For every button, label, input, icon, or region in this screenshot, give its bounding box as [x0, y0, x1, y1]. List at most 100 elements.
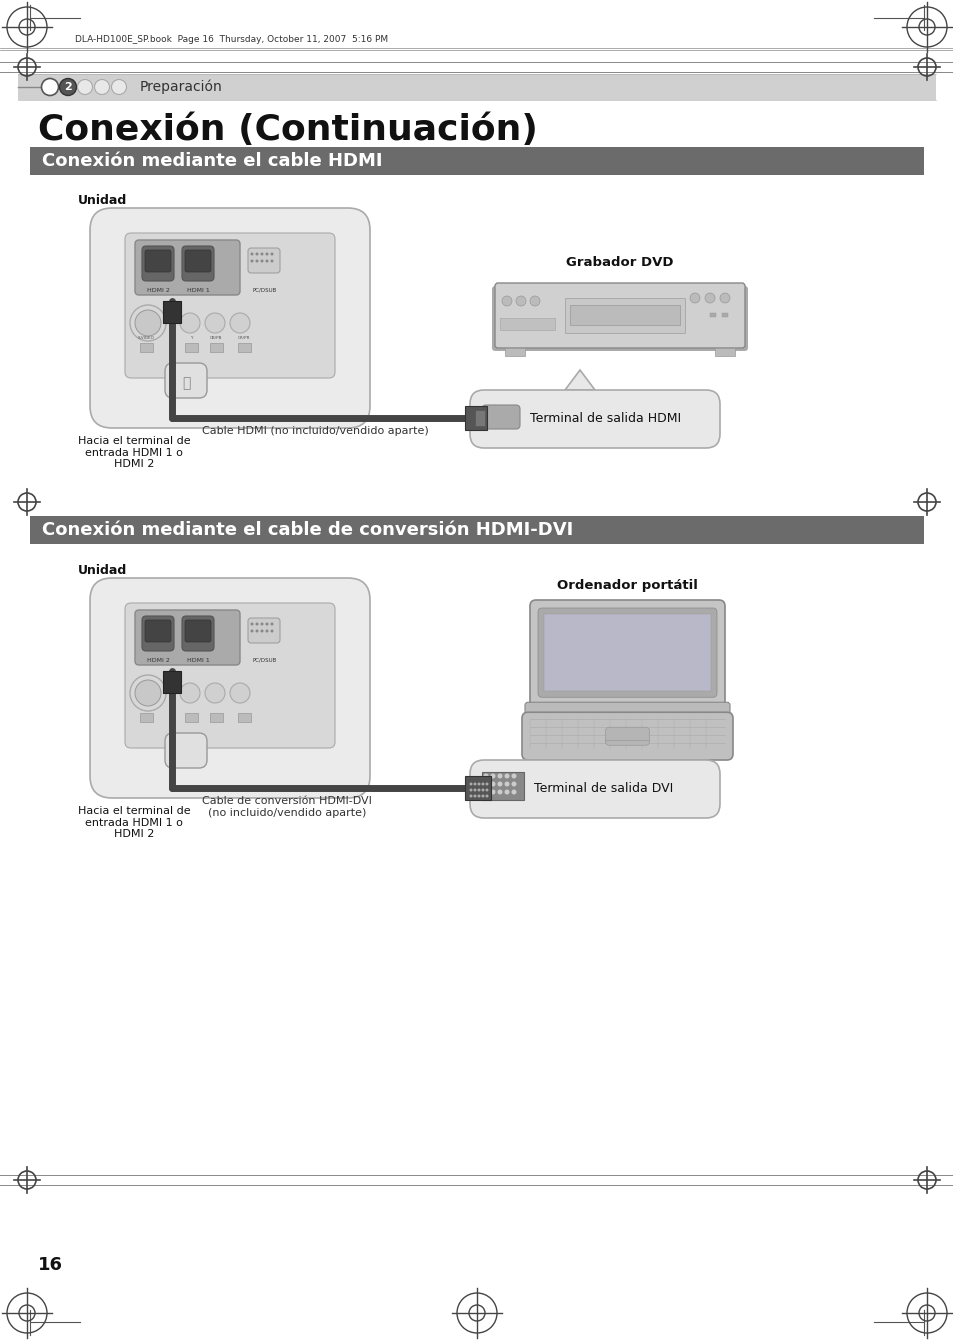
- Bar: [721, 314, 727, 318]
- Circle shape: [180, 314, 200, 334]
- Text: HDMI 1: HDMI 1: [187, 658, 209, 662]
- Bar: [504, 348, 524, 356]
- Bar: [163, 302, 181, 323]
- Text: DLA-HD100E_SP.book  Page 16  Thursday, October 11, 2007  5:16 PM: DLA-HD100E_SP.book Page 16 Thursday, Oct…: [75, 35, 388, 44]
- Circle shape: [490, 789, 495, 795]
- Polygon shape: [564, 370, 595, 390]
- FancyBboxPatch shape: [182, 247, 213, 281]
- Circle shape: [135, 310, 161, 336]
- Circle shape: [255, 260, 258, 263]
- Circle shape: [205, 314, 225, 334]
- FancyBboxPatch shape: [135, 240, 240, 295]
- Circle shape: [265, 252, 268, 256]
- Circle shape: [260, 623, 263, 626]
- Circle shape: [473, 795, 476, 797]
- Circle shape: [477, 795, 480, 797]
- Bar: [140, 343, 152, 352]
- Text: Conexión (Continuación): Conexión (Continuación): [38, 113, 537, 147]
- FancyBboxPatch shape: [492, 285, 747, 351]
- Circle shape: [265, 260, 268, 263]
- Text: Hacia el terminal de
entrada HDMI 1 o
HDMI 2: Hacia el terminal de entrada HDMI 1 o HD…: [78, 805, 191, 839]
- Bar: [481, 772, 523, 800]
- FancyBboxPatch shape: [530, 600, 724, 708]
- Text: Preparación: Preparación: [140, 80, 222, 94]
- Circle shape: [205, 683, 225, 704]
- Circle shape: [251, 252, 253, 256]
- Circle shape: [485, 783, 488, 785]
- Circle shape: [473, 788, 476, 792]
- Circle shape: [251, 630, 253, 632]
- Bar: [30, 147, 923, 176]
- Text: PC/DSUB: PC/DSUB: [253, 288, 276, 292]
- Circle shape: [260, 630, 263, 632]
- FancyBboxPatch shape: [135, 610, 240, 665]
- Circle shape: [477, 788, 480, 792]
- Polygon shape: [569, 742, 599, 760]
- Bar: [140, 713, 152, 722]
- FancyBboxPatch shape: [248, 248, 280, 273]
- FancyBboxPatch shape: [495, 283, 744, 348]
- Text: Cable de conversión HDMI-DVI
(no incluido/vendido aparte): Cable de conversión HDMI-DVI (no incluid…: [202, 796, 372, 817]
- Circle shape: [265, 630, 268, 632]
- FancyBboxPatch shape: [605, 728, 649, 745]
- Text: Conexión mediante el cable HDMI: Conexión mediante el cable HDMI: [42, 151, 382, 170]
- Circle shape: [271, 623, 274, 626]
- Circle shape: [481, 783, 484, 785]
- FancyBboxPatch shape: [142, 247, 173, 281]
- Bar: [499, 318, 555, 330]
- Circle shape: [255, 630, 258, 632]
- Text: Unidad: Unidad: [78, 193, 127, 206]
- Circle shape: [516, 296, 525, 306]
- Circle shape: [511, 789, 516, 795]
- Text: Conexión mediante el cable de conversión HDMI-DVI: Conexión mediante el cable de conversión…: [42, 521, 573, 539]
- FancyBboxPatch shape: [182, 616, 213, 651]
- Text: Unidad: Unidad: [78, 564, 127, 576]
- Circle shape: [511, 773, 516, 779]
- Circle shape: [483, 789, 488, 795]
- Text: HDMI 1: HDMI 1: [187, 288, 209, 292]
- Circle shape: [485, 795, 488, 797]
- Text: 2: 2: [64, 82, 71, 92]
- Text: Terminal de salida HDMI: Terminal de salida HDMI: [530, 413, 680, 426]
- Circle shape: [469, 783, 472, 785]
- Circle shape: [130, 306, 166, 340]
- Circle shape: [271, 260, 274, 263]
- FancyBboxPatch shape: [521, 713, 732, 760]
- Circle shape: [530, 296, 539, 306]
- Circle shape: [485, 788, 488, 792]
- FancyBboxPatch shape: [524, 702, 729, 714]
- Circle shape: [230, 683, 250, 704]
- Text: Y: Y: [190, 336, 193, 340]
- Circle shape: [481, 795, 484, 797]
- Text: HDMI 2: HDMI 2: [147, 288, 170, 292]
- FancyBboxPatch shape: [470, 390, 720, 448]
- Circle shape: [689, 293, 700, 303]
- Circle shape: [251, 260, 253, 263]
- Circle shape: [469, 795, 472, 797]
- Circle shape: [473, 783, 476, 785]
- Circle shape: [477, 783, 480, 785]
- Text: S-VIDEO: S-VIDEO: [137, 336, 154, 340]
- Circle shape: [483, 781, 488, 787]
- Circle shape: [501, 296, 512, 306]
- FancyBboxPatch shape: [481, 405, 519, 429]
- Text: 16: 16: [38, 1256, 63, 1274]
- Bar: [464, 406, 486, 430]
- FancyBboxPatch shape: [90, 578, 370, 799]
- Circle shape: [260, 260, 263, 263]
- Text: CR/PR: CR/PR: [237, 336, 250, 340]
- FancyBboxPatch shape: [165, 733, 207, 768]
- FancyBboxPatch shape: [248, 618, 280, 643]
- Ellipse shape: [112, 79, 127, 95]
- Bar: [163, 671, 181, 693]
- FancyBboxPatch shape: [185, 620, 211, 642]
- Bar: [475, 410, 484, 426]
- Circle shape: [511, 781, 516, 787]
- Text: HDMI 2: HDMI 2: [147, 658, 170, 662]
- Bar: [543, 614, 710, 691]
- Circle shape: [469, 788, 472, 792]
- Circle shape: [265, 623, 268, 626]
- Circle shape: [230, 314, 250, 334]
- Ellipse shape: [94, 79, 110, 95]
- FancyBboxPatch shape: [185, 251, 211, 272]
